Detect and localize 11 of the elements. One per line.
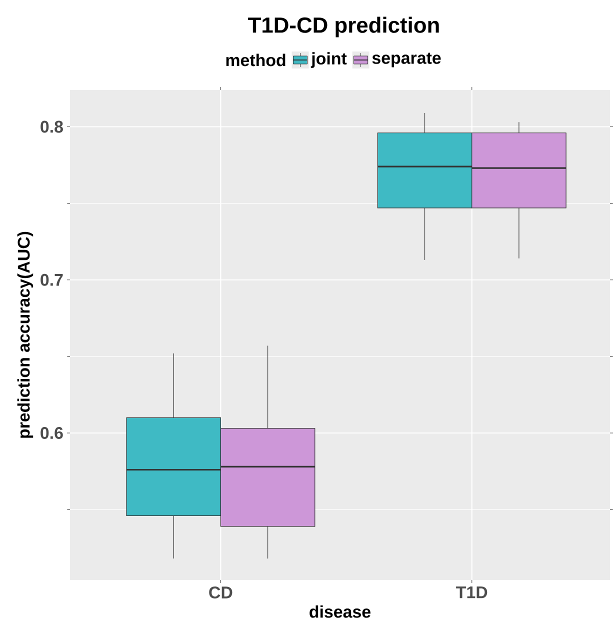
y-tick-label: 0.8: [40, 120, 63, 133]
legend-label: separate: [372, 52, 441, 68]
y-tick-label: 0.6: [40, 426, 63, 439]
x-tick-label: T1D: [456, 586, 488, 598]
y-tick-label: 0.7: [40, 274, 63, 286]
y-axis-title: prediction accuracy(AUC): [17, 232, 34, 438]
legend-title: method: [226, 54, 286, 66]
chart-title: T1D-CD prediction: [248, 16, 439, 38]
x-axis-title: disease: [310, 605, 370, 618]
legend-label: joint: [310, 52, 347, 68]
x-tick-label: CD: [209, 586, 232, 599]
